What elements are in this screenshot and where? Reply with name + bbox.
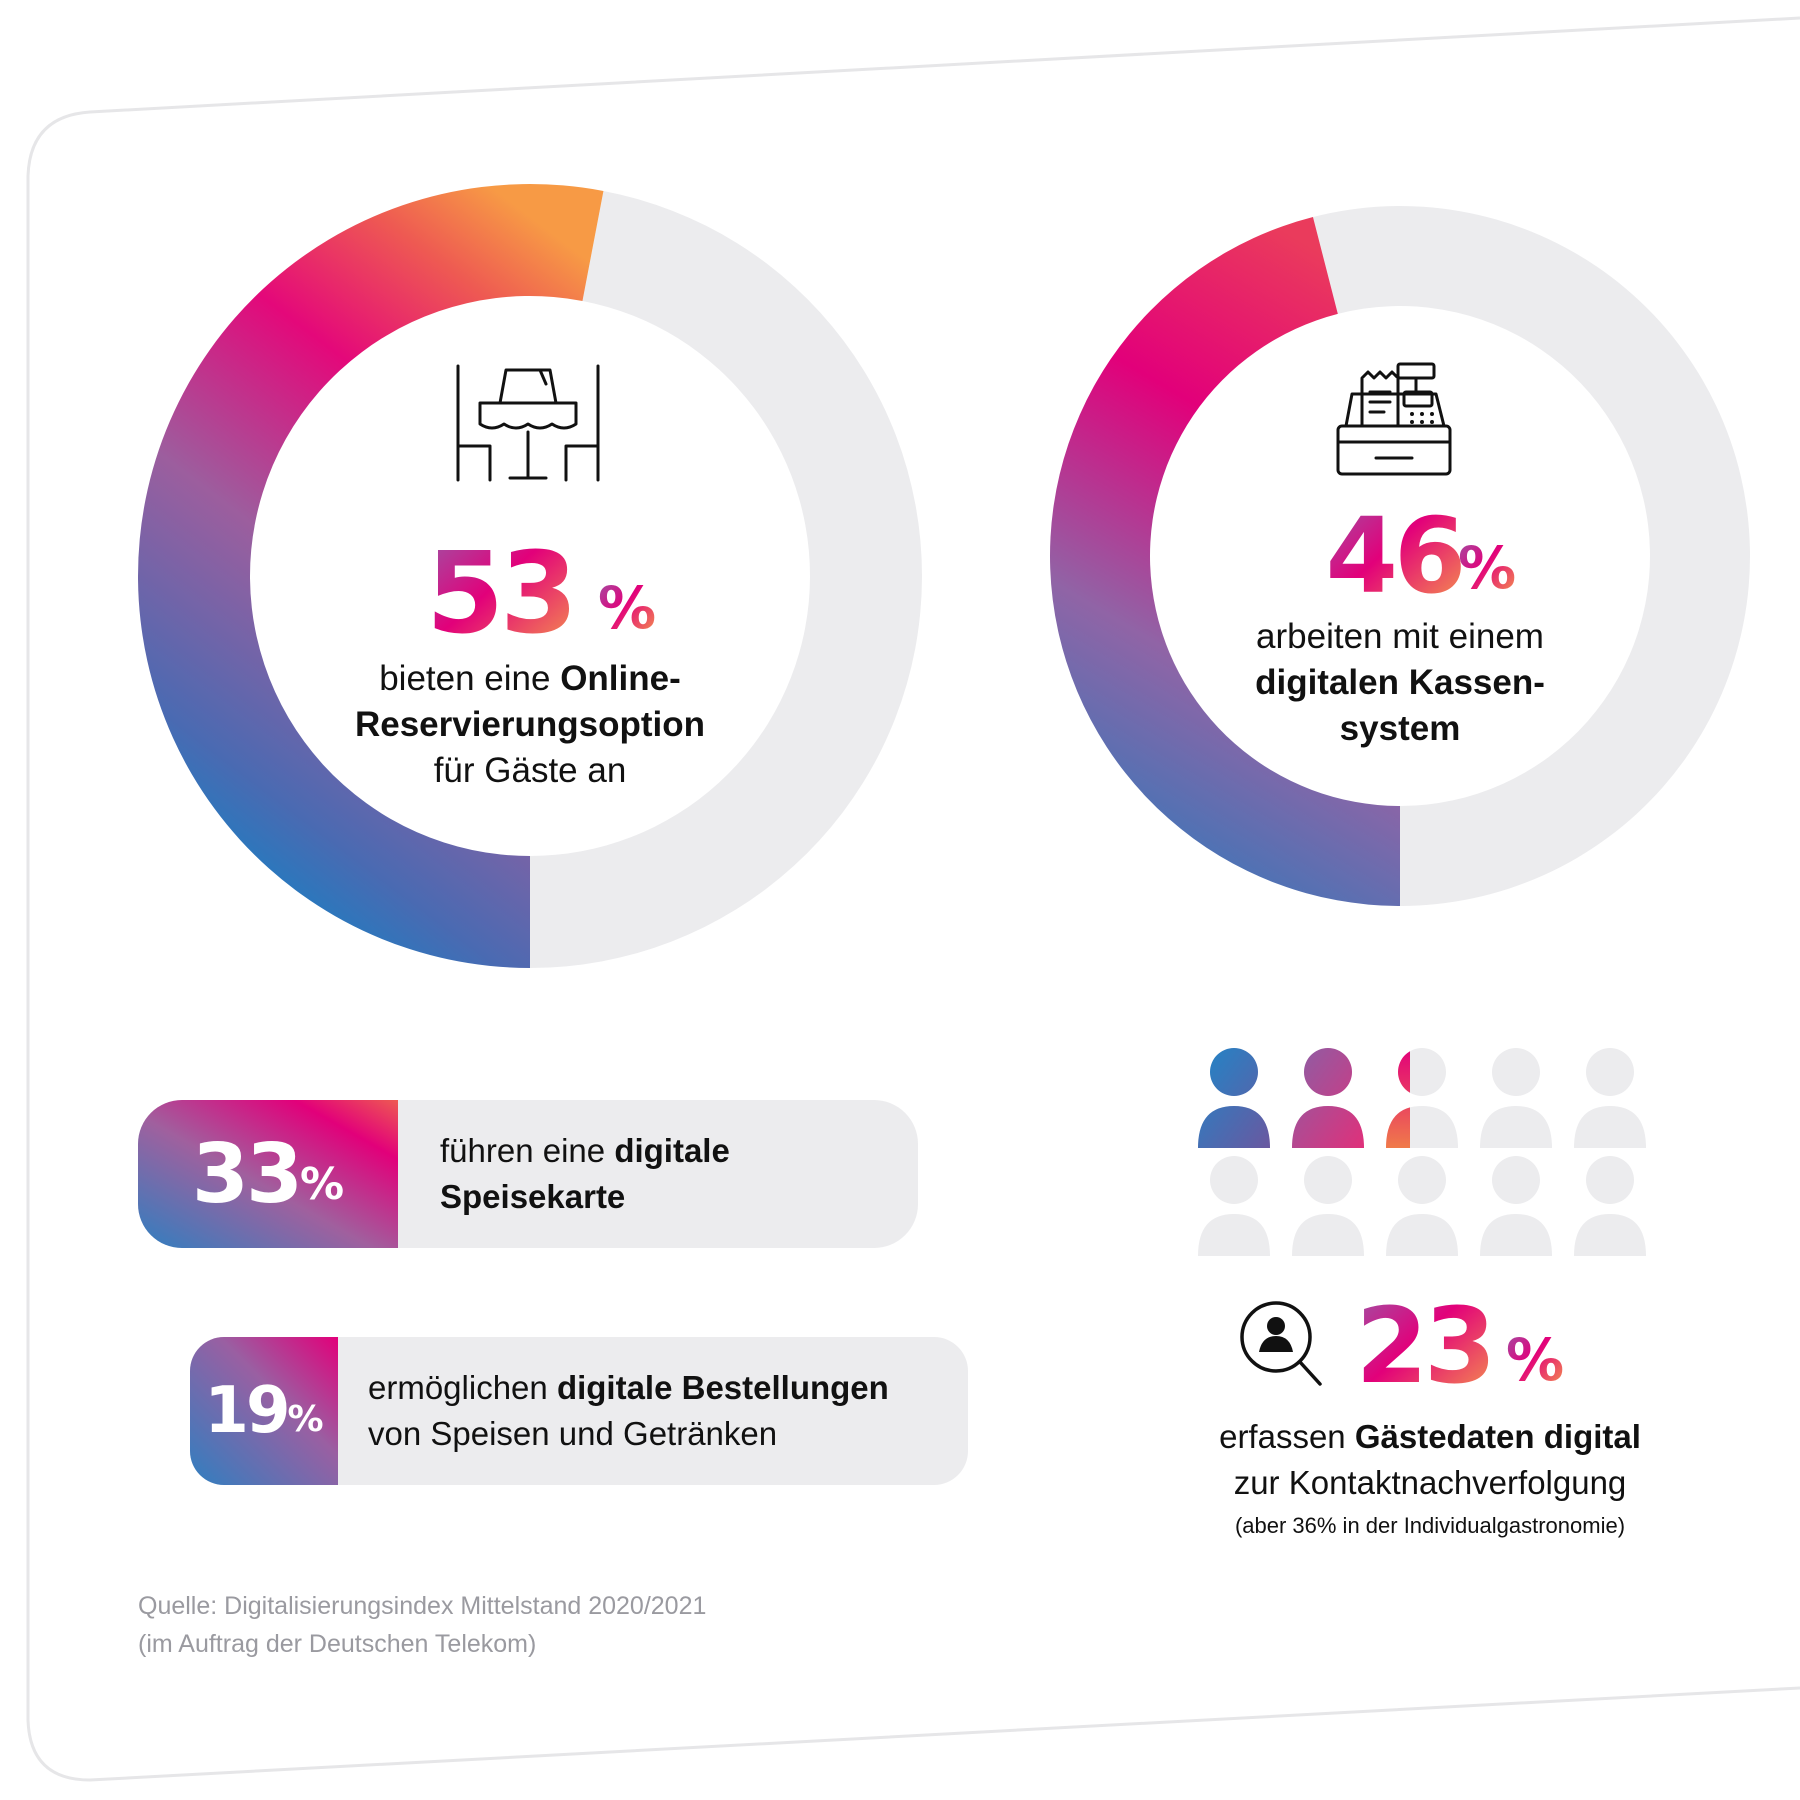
person-icon bbox=[1292, 1156, 1364, 1256]
donut2-value-segment bbox=[1050, 216, 1400, 906]
donut-chart-reservation bbox=[138, 184, 922, 969]
bar-digital-menu-value: 33% bbox=[191, 1126, 345, 1222]
pictogram-unit: % bbox=[1506, 1326, 1564, 1394]
donut2-remainder-segment bbox=[1312, 205, 1750, 906]
person-icon bbox=[1292, 1048, 1364, 1148]
pictogram-note: (aber 36% in der Individualgastronomie) bbox=[1234, 1513, 1626, 1538]
donut-chart-cash-register bbox=[1050, 205, 1750, 906]
bar-digital-ordering: 19% ermöglichen digitale Bestellungen vo… bbox=[190, 1337, 968, 1485]
pictogram-value: 23 bbox=[1356, 1285, 1493, 1407]
cash-register-icon bbox=[1336, 362, 1452, 476]
person-icon bbox=[1574, 1156, 1646, 1256]
donut1-description: bieten eine Online- Reservierungsoption … bbox=[354, 659, 706, 790]
person-icon bbox=[1480, 1156, 1552, 1256]
donut2-value: 46 bbox=[1326, 495, 1463, 617]
bar-digital-ordering-fill bbox=[190, 1337, 338, 1485]
donut1-value-segment bbox=[138, 184, 604, 969]
bar-digital-ordering-value: 19% bbox=[204, 1374, 324, 1448]
bar-digital-ordering-label: ermöglichen digitale Bestellungen von Sp… bbox=[368, 1369, 889, 1452]
restaurant-table-icon bbox=[456, 364, 600, 482]
person-search-icon bbox=[1240, 1301, 1322, 1386]
person-icon bbox=[1198, 1156, 1270, 1256]
person-icon bbox=[1480, 1048, 1552, 1148]
bar-digital-menu-fill bbox=[138, 1100, 398, 1248]
person-icon bbox=[1386, 1048, 1458, 1148]
pictogram-description: erfassen Gästedaten digital zur Kontaktn… bbox=[1160, 1414, 1700, 1544]
donut1-value: 53 bbox=[426, 529, 574, 659]
donut2-description: arbeiten mit einem digitalen Kassen- sys… bbox=[1255, 617, 1545, 748]
donut2-unit: % bbox=[1458, 534, 1516, 602]
donut1-unit: % bbox=[598, 574, 656, 642]
pictogram-chart-guests bbox=[1198, 1048, 1646, 1256]
person-icon bbox=[1386, 1156, 1458, 1256]
card-frame bbox=[26, 16, 1800, 1782]
person-icon bbox=[1198, 1048, 1270, 1148]
source-note: Quelle: Digitalisierungsindex Mittelstan… bbox=[138, 1592, 707, 1658]
bar-digital-menu-label: führen eine digitale Speisekarte bbox=[440, 1132, 730, 1215]
person-icon bbox=[1574, 1048, 1646, 1148]
donut1-remainder-segment bbox=[530, 190, 922, 968]
bar-digital-menu: 33% führen eine digitale Speisekarte bbox=[138, 1100, 918, 1248]
